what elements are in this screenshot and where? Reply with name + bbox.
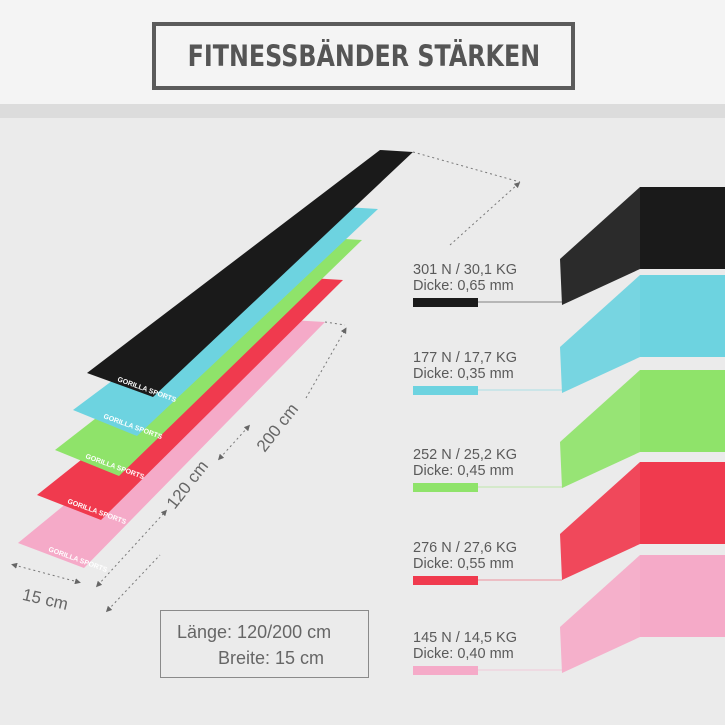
band-sample-4: [640, 555, 725, 637]
width-text: Breite: 15 cm: [218, 648, 325, 668]
width-arrow: [11, 562, 81, 585]
band-spec: 301 N / 30,1 KG Dicke: 0,65 mm: [413, 262, 517, 307]
band-thickness: Dicke: 0,65 mm: [413, 278, 514, 294]
band-spec: 177 N / 17,7 KG Dicke: 0,35 mm: [413, 350, 517, 395]
page-title: FITNESSBÄNDER STÄRKEN: [187, 39, 540, 73]
color-swatch: [413, 298, 478, 307]
band-spec: 145 N / 14,5 KG Dicke: 0,40 mm: [413, 630, 517, 675]
band-sample-fold-1: [560, 275, 640, 393]
band-sample-fold-3: [560, 462, 640, 580]
band-spec: 252 N / 25,2 KG Dicke: 0,45 mm: [413, 447, 517, 492]
band-thickness: Dicke: 0,40 mm: [413, 646, 514, 662]
length-120-arrow: [95, 509, 168, 588]
band-strength: 301 N / 30,1 KG: [413, 262, 517, 278]
band-sample-fold-2: [560, 370, 640, 488]
dimensions-box: Länge: 120/200 cm Breite: 15 cm: [160, 610, 369, 678]
band-thickness: Dicke: 0,55 mm: [413, 556, 514, 572]
band-strength: 177 N / 17,7 KG: [413, 350, 517, 366]
flat-band-0: [87, 150, 413, 397]
band-strength: 276 N / 27,6 KG: [413, 540, 517, 556]
band-sample-1: [640, 275, 725, 357]
title-box: FITNESSBÄNDER STÄRKEN: [152, 22, 575, 90]
band-spec: 276 N / 27,6 KG Dicke: 0,55 mm: [413, 540, 517, 585]
band-thickness: Dicke: 0,45 mm: [413, 463, 514, 479]
color-swatch: [413, 576, 478, 585]
band-sample-0: [640, 187, 725, 269]
color-swatch: [413, 483, 478, 492]
color-swatch: [413, 386, 478, 395]
band-sample-3: [640, 462, 725, 544]
band-sample-fold-0: [560, 187, 640, 305]
band-thickness: Dicke: 0,35 mm: [413, 366, 514, 382]
color-swatch: [413, 666, 478, 675]
band-sample-2: [640, 370, 725, 452]
length-200-arrow: [105, 554, 161, 613]
band-strength: 145 N / 14,5 KG: [413, 630, 517, 646]
band-strength: 252 N / 25,2 KG: [413, 447, 517, 463]
divider: [0, 104, 725, 118]
band-sample-fold-4: [560, 555, 640, 673]
length-text: Länge: 120/200 cm: [177, 622, 332, 642]
